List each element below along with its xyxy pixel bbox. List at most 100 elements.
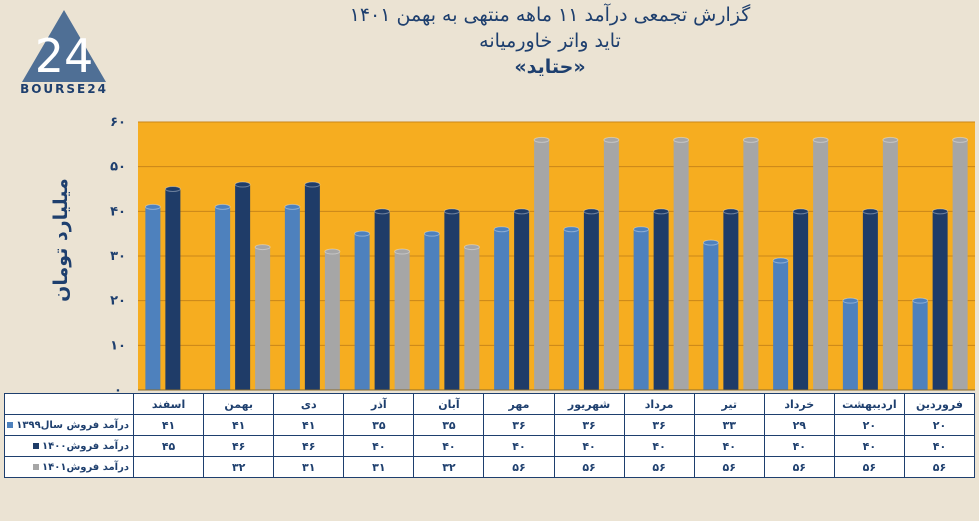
bar-1400-top xyxy=(164,186,181,192)
x-tick-label: شهریور xyxy=(553,393,625,415)
series-name: درآمد فروش سال۱۳۹۹ xyxy=(16,419,129,431)
bar-1399-top xyxy=(423,230,440,237)
data-label: ۴۵ xyxy=(132,435,205,457)
bar-1401 xyxy=(743,139,759,390)
bar-1401 xyxy=(603,139,619,390)
data-label: ۲۹ xyxy=(763,414,835,436)
bar-1399-top xyxy=(354,230,371,237)
chart-ticker: «حتاید» xyxy=(514,56,586,78)
legend-swatch xyxy=(33,442,40,449)
data-label: ۴۱ xyxy=(203,414,275,436)
data-label: ۵۶ xyxy=(553,456,625,478)
bar-1400 xyxy=(444,211,460,390)
bar-1401 xyxy=(882,139,898,390)
x-tick-label: مرداد xyxy=(623,393,695,415)
bar-1401 xyxy=(394,251,410,390)
bar-1400-top xyxy=(792,208,809,215)
legend-swatch xyxy=(33,463,40,470)
bar-1400 xyxy=(653,211,669,390)
x-tick-label: فروردین xyxy=(903,393,976,415)
x-tick-label: خرداد xyxy=(763,393,835,415)
y-tick-label: ۱۰ xyxy=(110,338,126,353)
svg-text:24: 24 xyxy=(35,29,94,83)
data-label: ۵۶ xyxy=(483,456,555,478)
bar-1401-top xyxy=(394,248,411,255)
bar-1399-top xyxy=(912,297,929,304)
chart-subtitle: تاید واتر خاورمیانه xyxy=(479,30,621,52)
bar-1401 xyxy=(952,139,968,390)
bar-1399-top xyxy=(214,203,231,210)
bar-1401 xyxy=(673,139,689,390)
bar-1399 xyxy=(354,233,370,390)
bar-1400-top xyxy=(722,208,739,215)
x-tick-label: آبان xyxy=(413,393,485,415)
x-tick-label: اردیبهشت xyxy=(833,393,905,415)
legend-entry: درآمد فروش۱۴۰۱ xyxy=(4,456,134,478)
bar-1400-top xyxy=(653,208,670,215)
table-row: ۴۰ ۴۰ ۴۰ ۴۰ ۴۰ ۴۰ ۴۰ ۴۰ ۴۰ ۴۶ ۴۶ ۴۵ درآمد فروش۱۴۰۰ xyxy=(4,435,976,457)
data-label: ۴۰ xyxy=(343,435,415,457)
bar-1401-top xyxy=(812,136,829,143)
x-tick-label: بهمن xyxy=(203,393,275,415)
data-label: ۴۰ xyxy=(693,435,765,457)
data-label: ۳۲ xyxy=(413,456,485,478)
bar-1400 xyxy=(583,211,599,390)
data-label: ۳۵ xyxy=(343,414,415,436)
bar-1399 xyxy=(215,206,231,390)
table-header-row: فروردین اردیبهشت خرداد تیر مرداد شهریور مهر آبا… xyxy=(4,393,976,415)
bar-1399-top xyxy=(563,226,580,233)
data-label: ۴۰ xyxy=(763,435,835,457)
chart-title-block: گزارش تجمعی درآمد ۱۱ ماهه منتهی به بهمن … xyxy=(300,2,800,80)
series-name: درآمد فروش۱۴۰۱ xyxy=(42,461,129,473)
bar-1401 xyxy=(534,139,550,390)
y-tick-label: ۰ xyxy=(114,383,122,395)
data-label: ۲۰ xyxy=(903,414,976,436)
bar-1400 xyxy=(374,211,390,390)
y-tick-label: ۵۰ xyxy=(110,160,126,175)
y-tick-label: ۲۰ xyxy=(110,294,126,309)
bar-1400-top xyxy=(513,208,530,215)
y-tick-label: ۳۰ xyxy=(110,249,126,264)
bar-1400 xyxy=(235,184,251,390)
bar-1400-top xyxy=(932,208,949,215)
x-tick-label: دی xyxy=(273,393,345,415)
data-label: ۳۱ xyxy=(343,456,415,478)
data-label: ۳۳ xyxy=(693,414,765,436)
bar-1401 xyxy=(464,247,480,390)
bar-1400 xyxy=(514,211,530,390)
x-tick-label: تیر xyxy=(693,393,765,415)
data-label: ۵۶ xyxy=(693,456,765,478)
bar-1401-top xyxy=(324,248,341,255)
bar-1401-top xyxy=(952,136,969,143)
bar-1399 xyxy=(284,206,300,390)
bar-1401 xyxy=(324,251,340,390)
bar-1399-top xyxy=(842,297,859,304)
chart-title: گزارش تجمعی درآمد ۱۱ ماهه منتهی به بهمن … xyxy=(349,4,751,26)
bar-1400 xyxy=(793,211,809,390)
data-label: ۴۰ xyxy=(903,435,976,457)
bar-1400-top xyxy=(234,181,251,188)
legend-entry: درآمد فروش۱۴۰۰ xyxy=(4,435,134,457)
bar-1401-top xyxy=(882,136,899,143)
data-label: ۳۵ xyxy=(413,414,485,436)
data-label: ۵۶ xyxy=(833,456,905,478)
data-label: ۵۶ xyxy=(903,456,976,478)
bar-1401 xyxy=(255,247,271,390)
data-label: ۳۲ xyxy=(203,456,275,478)
series-name: درآمد فروش۱۴۰۰ xyxy=(42,440,129,452)
bar-1399-top xyxy=(493,226,510,233)
bar-1400-top xyxy=(374,208,391,215)
data-label: ۳۶ xyxy=(623,414,695,436)
x-tick-label: مهر xyxy=(483,393,555,415)
y-tick-label: ۶۰ xyxy=(110,115,126,130)
data-label: ۴۱ xyxy=(132,414,205,436)
table-corner xyxy=(4,393,134,415)
data-label: ۲۰ xyxy=(833,414,905,436)
data-label: ۴۱ xyxy=(273,414,345,436)
data-label xyxy=(132,456,205,478)
data-label: ۴۶ xyxy=(273,435,345,457)
bar-1401-top xyxy=(742,136,759,143)
bar-1400 xyxy=(165,189,181,390)
bar-1399 xyxy=(145,206,161,390)
bar-1399 xyxy=(563,229,579,390)
